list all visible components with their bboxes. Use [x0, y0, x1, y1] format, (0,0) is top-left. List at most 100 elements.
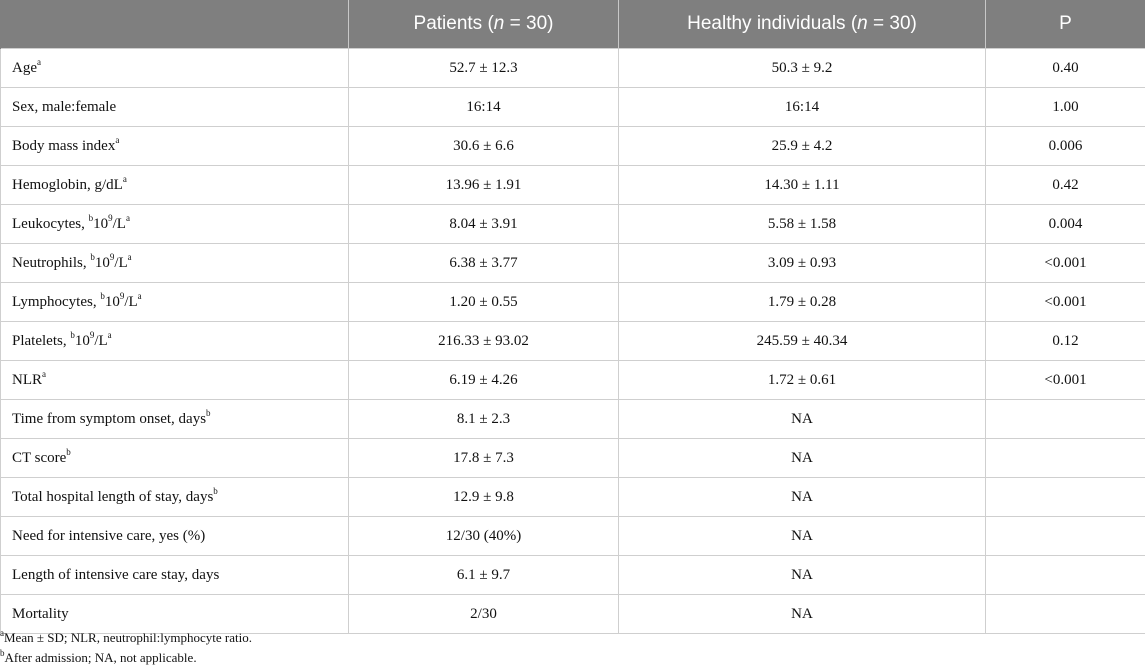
- label: Sex, male:female: [12, 98, 117, 115]
- healthy-value: NA: [618, 399, 986, 439]
- label: Body mass index: [12, 137, 116, 154]
- patients-value: 17.8 ± 7.3: [348, 438, 619, 478]
- header-p-value: P: [985, 0, 1145, 49]
- label-mid: 10: [104, 293, 120, 310]
- table-row: Neutrophils, b109/La 6.38 ± 3.77 3.09 ± 0.…: [0, 243, 1145, 283]
- row-label: Length of intensive care stay, days: [0, 555, 349, 595]
- label-mid: 10: [93, 215, 109, 232]
- table-row: NLRa 6.19 ± 4.26 1.72 ± 0.61 <0.001: [0, 360, 1145, 400]
- label-pre: Leukocytes,: [12, 215, 89, 232]
- row-label: Total hospital length of stay, daysb: [0, 477, 349, 517]
- label-pre-sup: b: [88, 212, 94, 223]
- label-mid-sup: 9: [119, 290, 125, 301]
- patients-value: 12.9 ± 9.8: [348, 477, 619, 517]
- label: Age: [12, 59, 37, 76]
- label-sup: a: [42, 368, 46, 379]
- table-header: Patients (n = 30) Healthy individuals (n…: [0, 0, 1145, 49]
- patients-value: 12/30 (40%): [348, 516, 619, 556]
- header-healthy: Healthy individuals (n = 30): [618, 0, 986, 49]
- label-mid-sup: 9: [109, 251, 115, 262]
- label-sup: b: [213, 485, 218, 496]
- patients-value: 8.04 ± 3.91: [348, 204, 619, 244]
- patients-value: 16:14: [348, 87, 619, 127]
- label-sup: a: [125, 212, 130, 223]
- p-value: <0.001: [985, 360, 1145, 400]
- row-label: Neutrophils, b109/La: [0, 243, 349, 283]
- table-row: CT scoreb 17.8 ± 7.3 NA: [0, 438, 1145, 478]
- p-value: 0.12: [985, 321, 1145, 361]
- table-row: Agea 52.7 ± 12.3 50.3 ± 9.2 0.40: [0, 48, 1145, 88]
- healthy-value: 1.79 ± 0.28: [618, 282, 986, 322]
- p-value: 0.006: [985, 126, 1145, 166]
- row-label: Body mass indexa: [0, 126, 349, 166]
- table-row: Hemoglobin, g/dLa 13.96 ± 1.91 14.30 ± 1.1…: [0, 165, 1145, 205]
- label-sup: a: [122, 173, 127, 184]
- footnote-a: aMean ± SD; NLR, neutrophil:lymphocyte r…: [0, 627, 252, 645]
- label-post: /L: [124, 293, 138, 310]
- p-value: <0.001: [985, 282, 1145, 322]
- label-sup: a: [37, 56, 41, 67]
- table-row: Platelets, b109/La 216.33 ± 93.02 245.59 ±…: [0, 321, 1145, 361]
- label: Length of intensive care stay, days: [12, 566, 220, 583]
- row-label: Platelets, b109/La: [0, 321, 349, 361]
- label-post: /L: [112, 215, 126, 232]
- healthy-value: NA: [618, 555, 986, 595]
- patients-value: 216.33 ± 93.02: [348, 321, 619, 361]
- table-row: Length of intensive care stay, days 6.1 ±…: [0, 555, 1145, 595]
- healthy-value: NA: [618, 438, 986, 478]
- table-row: Lymphocytes, b109/La 1.20 ± 0.55 1.79 ± 0.…: [0, 282, 1145, 322]
- row-label: Hemoglobin, g/dLa: [0, 165, 349, 205]
- row-label: Lymphocytes, b109/La: [0, 282, 349, 322]
- healthy-value: 50.3 ± 9.2: [618, 48, 986, 88]
- patients-value: 6.1 ± 9.7: [348, 555, 619, 595]
- patients-value: 6.19 ± 4.26: [348, 360, 619, 400]
- label-mid: 10: [74, 332, 90, 349]
- row-label: Leukocytes, b109/La: [0, 204, 349, 244]
- label-mid-sup: 9: [108, 212, 113, 223]
- label-pre-sup: b: [70, 329, 75, 340]
- label-sup: b: [206, 407, 211, 418]
- table-row: Mortality 2/30 NA: [0, 594, 1145, 634]
- healthy-value: 16:14: [618, 87, 986, 127]
- label-mid: 10: [94, 254, 110, 271]
- row-label: Time from symptom onset, daysb: [0, 399, 349, 439]
- p-value: [985, 555, 1145, 595]
- table-body: Agea 52.7 ± 12.3 50.3 ± 9.2 0.40 Sex, male:f…: [0, 48, 1145, 634]
- label-pre: Lymphocytes,: [12, 293, 101, 310]
- label: NLR: [12, 371, 42, 388]
- row-label: NLRa: [0, 360, 349, 400]
- healthy-value: NA: [618, 516, 986, 556]
- p-value: [985, 594, 1145, 634]
- table-row: Time from symptom onset, daysb 8.1 ± 2.3 N…: [0, 399, 1145, 439]
- p-value: [985, 477, 1145, 517]
- label-sup: a: [107, 329, 112, 340]
- label-pre: Neutrophils,: [12, 254, 91, 271]
- row-label: Need for intensive care, yes (%): [0, 516, 349, 556]
- row-label: CT scoreb: [0, 438, 349, 478]
- healthy-value: 1.72 ± 0.61: [618, 360, 986, 400]
- healthy-value: 245.59 ± 40.34: [618, 321, 986, 361]
- label-post: /L: [94, 332, 108, 349]
- healthy-value: NA: [618, 594, 986, 634]
- header-patients: Patients (n = 30): [348, 0, 619, 49]
- label: CT score: [12, 449, 67, 466]
- label: Mortality: [12, 605, 69, 622]
- table-row: Body mass indexa 30.6 ± 6.6 25.9 ± 4.2 0.00…: [0, 126, 1145, 166]
- label-sup: a: [115, 134, 120, 145]
- patients-value: 2/30: [348, 594, 619, 634]
- healthy-value: 3.09 ± 0.93: [618, 243, 986, 283]
- label-pre: Platelets,: [12, 332, 71, 349]
- label-sup: a: [127, 251, 132, 262]
- table-row: Sex, male:female 16:14 16:14 1.00: [0, 87, 1145, 127]
- patients-value: 8.1 ± 2.3: [348, 399, 619, 439]
- label-pre-sup: b: [100, 290, 105, 301]
- p-value: <0.001: [985, 243, 1145, 283]
- label-pre-sup: b: [90, 251, 95, 262]
- patients-value: 13.96 ± 1.91: [348, 165, 619, 205]
- patients-value: 6.38 ± 3.77: [348, 243, 619, 283]
- label-post: /L: [114, 254, 128, 271]
- footnote-b: bAfter admission; NA, not applicable.: [0, 647, 197, 665]
- label: Hemoglobin, g/dL: [12, 176, 123, 193]
- label: Time from symptom onset, days: [12, 410, 207, 427]
- row-label: Agea: [0, 48, 349, 88]
